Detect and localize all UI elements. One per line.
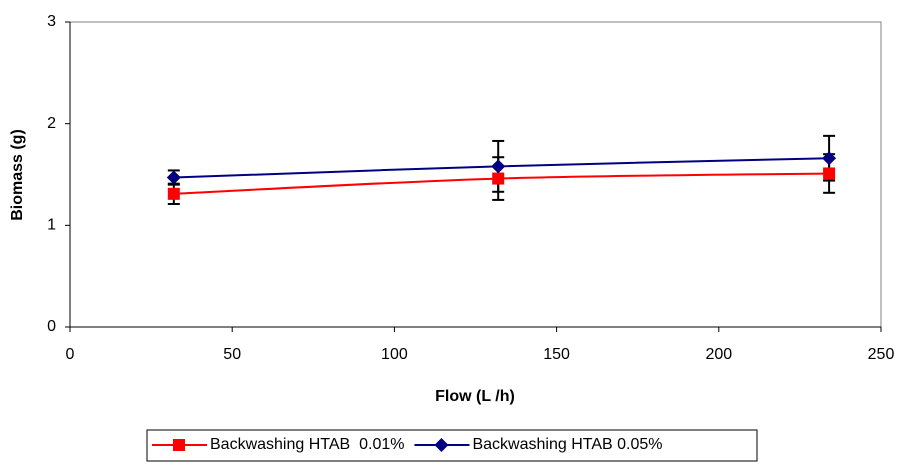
legend-label: Backwashing HTAB 0.05% [472,436,662,453]
x-tick-label: 150 [543,346,570,363]
x-axis-label: Flow (L /h) [435,388,515,405]
y-tick-label: 3 [47,13,56,30]
marker [491,159,506,174]
y-tick-label: 0 [47,318,56,335]
marker [167,187,180,200]
y-tick-label: 1 [47,217,56,234]
x-tick-label: 50 [223,346,241,363]
marker [822,151,837,166]
legend-marker [173,439,185,451]
marker [166,170,181,185]
marker [823,167,836,180]
x-tick-label: 0 [66,346,75,363]
y-axis-label: Biomass (g) [9,129,26,221]
x-tick-label: 250 [868,346,895,363]
y-tick-label: 2 [47,115,56,132]
x-tick-label: 100 [381,346,408,363]
marker [492,172,505,185]
legend-label: Backwashing HTAB 0.01% [210,436,404,453]
legend-marker [434,438,449,452]
x-tick-label: 200 [705,346,732,363]
